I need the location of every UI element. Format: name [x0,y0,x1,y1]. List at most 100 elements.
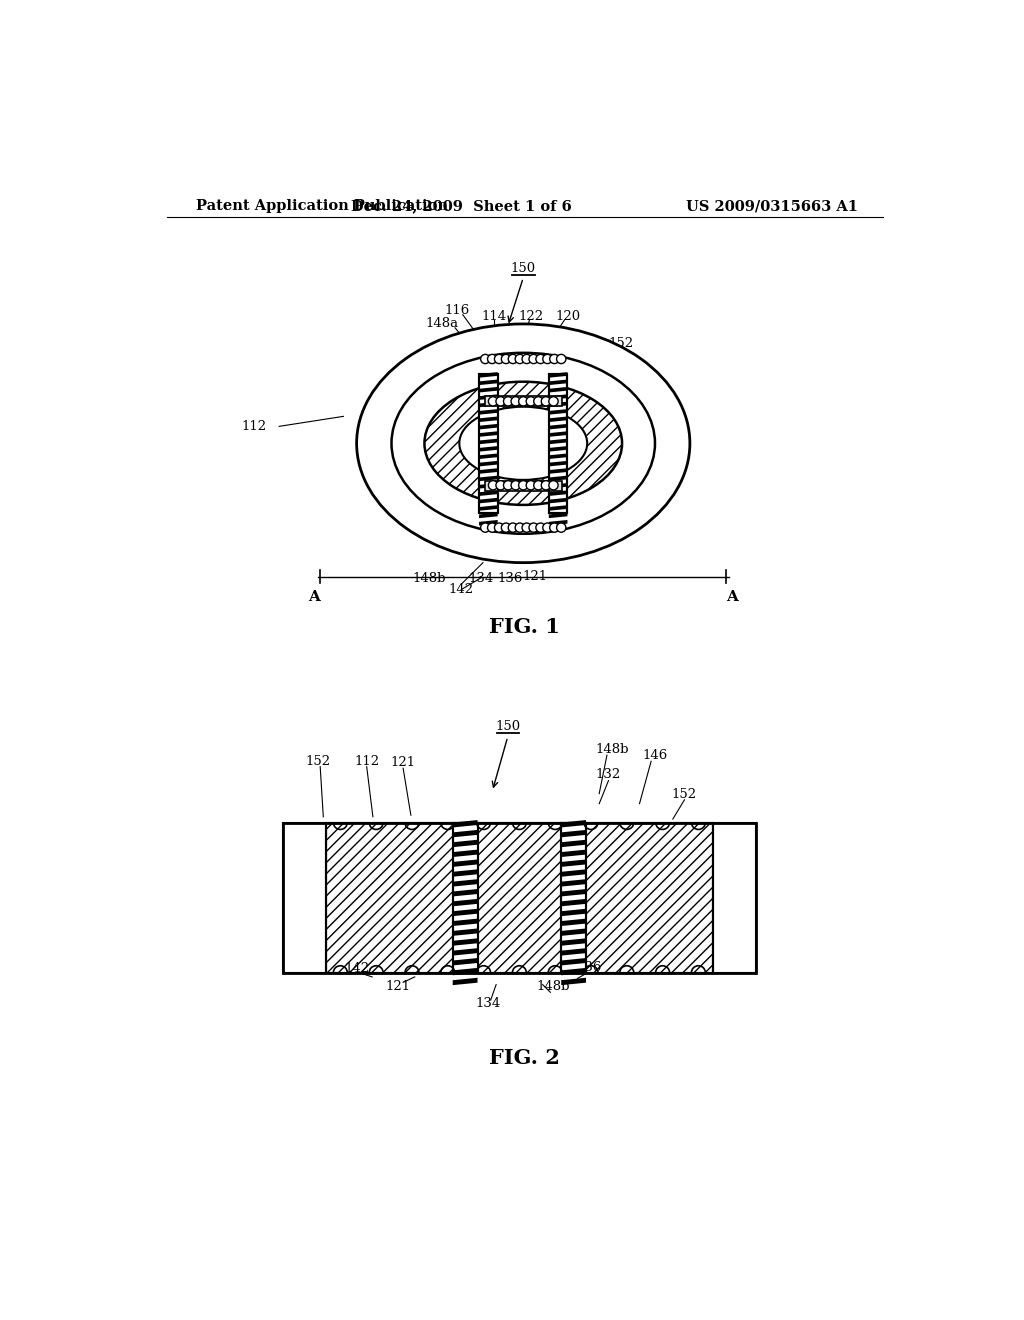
Polygon shape [453,859,477,867]
Polygon shape [479,512,498,519]
Polygon shape [453,958,477,965]
Bar [549,374,567,512]
Polygon shape [453,840,477,847]
Bar [326,822,713,973]
Text: 152: 152 [672,788,697,801]
Text: 121: 121 [390,756,416,770]
Polygon shape [561,830,586,837]
Polygon shape [479,469,498,474]
Ellipse shape [460,407,587,480]
Polygon shape [453,968,477,975]
Circle shape [529,354,539,363]
Circle shape [542,397,551,407]
Circle shape [504,397,513,407]
Polygon shape [453,948,477,956]
Text: 148b: 148b [596,743,629,756]
Circle shape [496,480,505,490]
Polygon shape [561,890,586,896]
Bar [283,822,756,973]
Ellipse shape [391,352,655,533]
Text: FIG. 1: FIG. 1 [489,616,560,636]
Polygon shape [479,380,498,385]
Polygon shape [479,417,498,422]
Circle shape [508,354,517,363]
Circle shape [480,523,489,532]
Polygon shape [561,908,586,916]
Polygon shape [549,512,567,519]
Text: A: A [308,590,319,605]
Text: 121: 121 [522,570,548,583]
Polygon shape [561,840,586,847]
Circle shape [543,354,552,363]
Text: 116: 116 [444,305,470,317]
Polygon shape [479,424,498,429]
Polygon shape [561,928,586,936]
Text: 132: 132 [610,416,635,429]
Text: 136: 136 [577,961,602,974]
Circle shape [511,480,520,490]
Circle shape [522,354,531,363]
Polygon shape [549,498,567,503]
Polygon shape [479,395,498,400]
Circle shape [496,397,505,407]
Polygon shape [561,968,586,975]
Polygon shape [479,475,498,482]
Polygon shape [479,372,498,378]
Circle shape [550,354,559,363]
Circle shape [550,523,559,532]
Circle shape [495,354,504,363]
Polygon shape [561,850,586,857]
Polygon shape [479,498,498,503]
Polygon shape [549,469,567,474]
Circle shape [488,480,498,490]
Circle shape [534,397,543,407]
Text: 148b: 148b [493,444,526,455]
Ellipse shape [356,323,690,562]
Circle shape [518,397,528,407]
Text: 121: 121 [385,979,411,993]
Circle shape [508,523,517,532]
Polygon shape [453,830,477,837]
Circle shape [487,523,497,532]
Bar [549,374,567,512]
Polygon shape [479,409,498,414]
Text: 134: 134 [476,998,501,1010]
Polygon shape [453,850,477,857]
Circle shape [504,480,513,490]
Circle shape [557,354,566,363]
Circle shape [536,354,545,363]
Polygon shape [453,820,477,828]
Text: 121: 121 [512,453,538,465]
Polygon shape [479,446,498,451]
Polygon shape [453,978,477,985]
Circle shape [502,354,511,363]
Circle shape [495,523,504,532]
Polygon shape [549,438,567,445]
Ellipse shape [424,381,622,506]
Text: A: A [727,590,738,605]
Polygon shape [479,491,498,496]
Circle shape [542,480,551,490]
Polygon shape [549,401,567,408]
Polygon shape [549,409,567,414]
Polygon shape [453,890,477,896]
Text: 152: 152 [608,337,634,350]
Polygon shape [549,483,567,488]
Polygon shape [549,432,567,437]
Polygon shape [561,958,586,965]
Text: 142: 142 [344,962,370,975]
Text: Patent Application Publication: Patent Application Publication [197,199,449,213]
Polygon shape [479,387,498,392]
Polygon shape [561,870,586,876]
Bar [479,374,498,512]
Circle shape [515,354,524,363]
Polygon shape [453,899,477,907]
Circle shape [549,397,558,407]
Polygon shape [561,899,586,907]
Polygon shape [453,879,477,887]
Circle shape [487,354,497,363]
Polygon shape [549,461,567,466]
Text: 132: 132 [596,768,622,781]
Text: Dec. 24, 2009  Sheet 1 of 6: Dec. 24, 2009 Sheet 1 of 6 [351,199,571,213]
Polygon shape [561,879,586,887]
